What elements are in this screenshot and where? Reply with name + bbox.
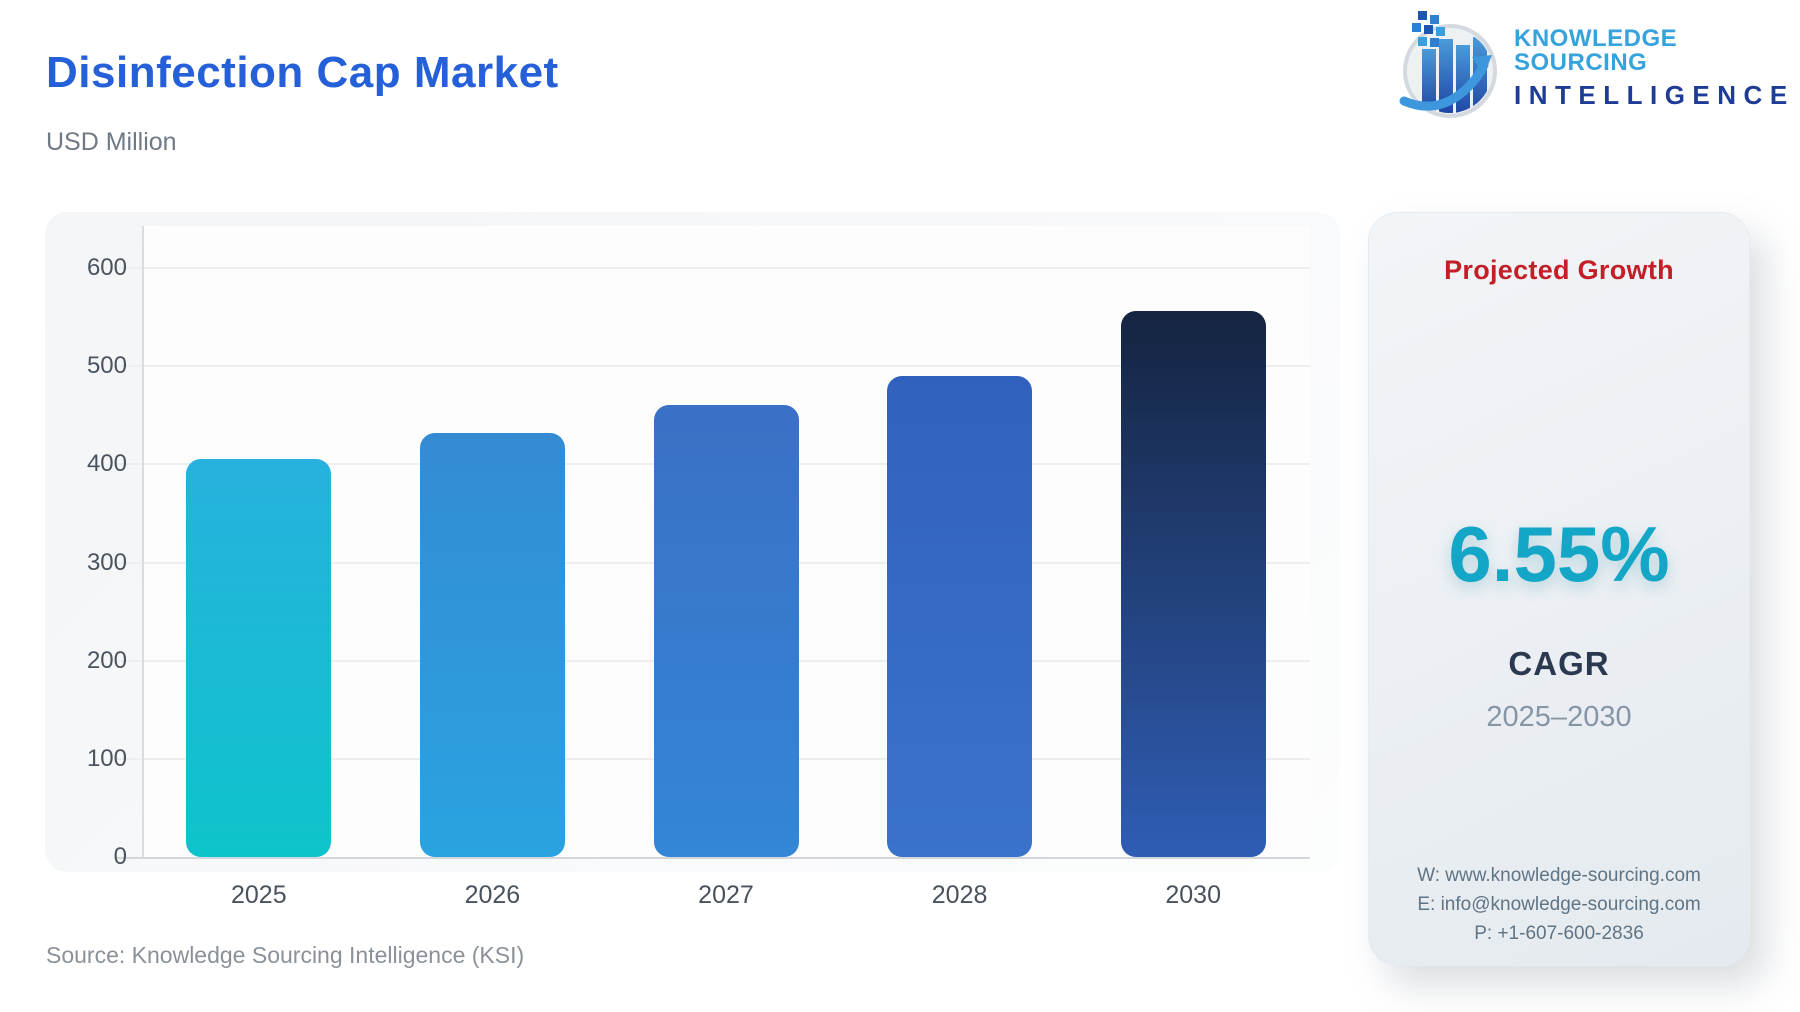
bar-2025 — [186, 459, 332, 857]
gridline-500 — [115, 365, 1310, 368]
page-title: Disinfection Cap Market — [46, 48, 559, 97]
y-tick-200: 200 — [86, 646, 127, 674]
x-tick-2028: 2028 — [931, 881, 988, 909]
x-tick-2026: 2026 — [464, 881, 521, 909]
company-logo: KNOWLEDGE SOURCING INTELLIGENCE — [1392, 10, 1787, 122]
y-tick-0: 0 — [113, 843, 127, 870]
projected-growth-panel: Projected Growth 6.55% CAGR 2025–2030 W:… — [1368, 212, 1750, 966]
logo-line2: INTELLIGENCE — [1514, 79, 1795, 110]
bar-2027 — [653, 405, 799, 857]
forecast-period: 2025–2030 — [1486, 701, 1632, 733]
y-tick-300: 300 — [86, 548, 127, 576]
x-tick-2025: 2025 — [230, 881, 287, 909]
y-tick-400: 400 — [86, 450, 127, 478]
y-tick-100: 100 — [86, 744, 127, 772]
x-tick-2030: 2030 — [1165, 881, 1221, 909]
contact-phone: P: +1-607-600-2836 — [1474, 923, 1644, 944]
bar-2030 — [1120, 311, 1266, 857]
y-tick-600: 600 — [86, 254, 127, 281]
source-note: Source: Knowledge Sourcing Intelligence … — [46, 942, 525, 968]
gridline-600 — [115, 267, 1310, 269]
logo-line1: KNOWLEDGE SOURCING — [1514, 24, 1678, 76]
x-tick-2027: 2027 — [698, 881, 754, 909]
y-axis-line — [142, 226, 144, 857]
logo-wordmark: KNOWLEDGE SOURCING INTELLIGENCE — [1514, 24, 1795, 110]
y-tick-500: 500 — [86, 352, 127, 380]
x-axis-line — [115, 857, 1310, 859]
logo-emblem-icon — [1392, 9, 1504, 126]
unit-label: USD Million — [46, 128, 177, 156]
chart-card: 0 100 200 300 400 500 600 — [45, 212, 1340, 872]
bar-2028 — [887, 375, 1033, 857]
cagr-label: CAGR — [1508, 645, 1610, 682]
contact-website: W: www.knowledge-sourcing.com — [1417, 865, 1701, 886]
cagr-value: 6.55% — [1448, 510, 1670, 598]
panel-heading: Projected Growth — [1444, 255, 1674, 285]
x-tick-labels: 2025 2026 2027 2028 2030 — [142, 880, 1310, 910]
contact-email: E: info@knowledge-sourcing.com — [1417, 894, 1701, 915]
contact-block: W: www.knowledge-sourcing.com E: info@kn… — [1369, 861, 1749, 948]
bar-2026 — [419, 432, 565, 857]
logo-pixel-squares — [1412, 10, 1445, 47]
